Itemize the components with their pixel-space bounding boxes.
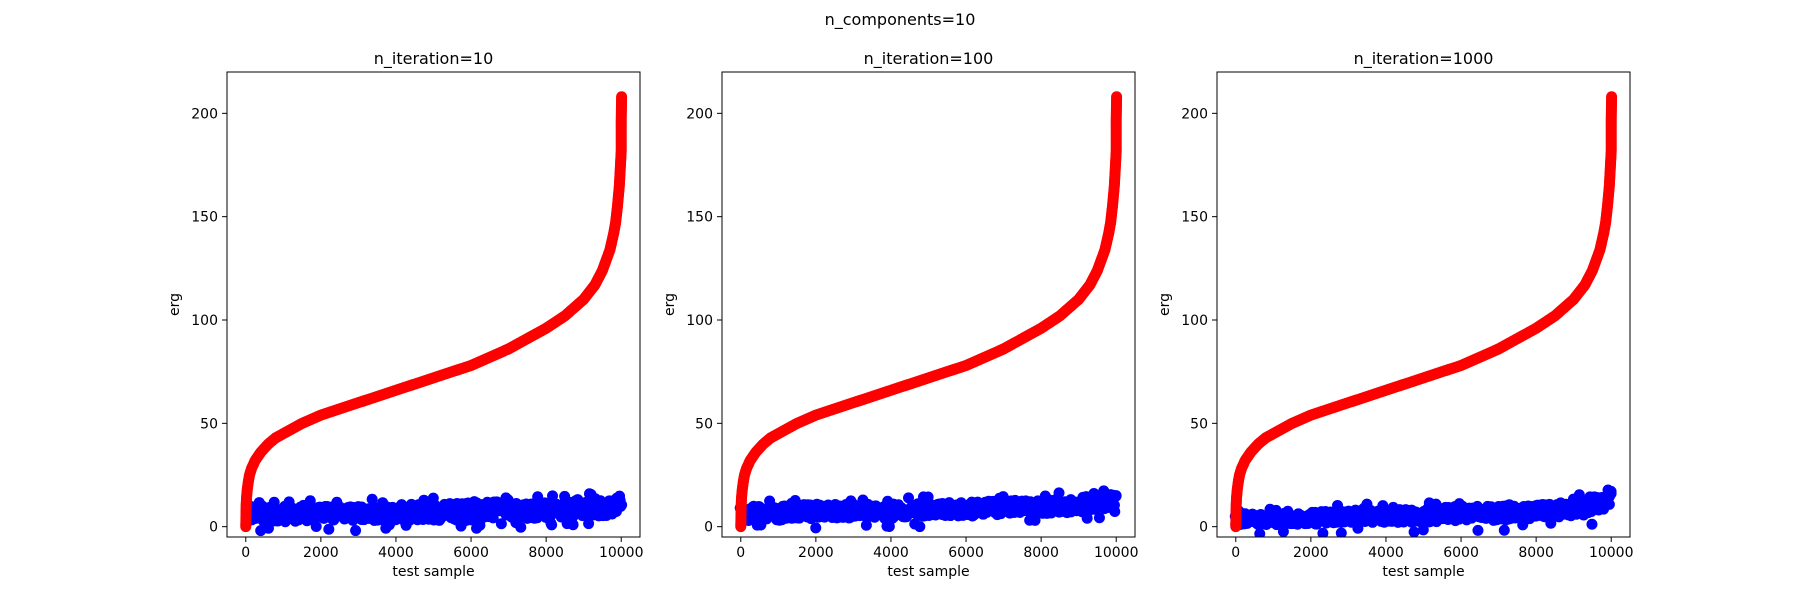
x-axis-label: test sample [392, 564, 474, 580]
data-point [1317, 527, 1329, 537]
x-tick-label: 4000 [378, 545, 414, 561]
series-blue-points [240, 488, 628, 537]
subplot-2: n_iteration=100 0 2000 4000 6000 8000 10000 0 50… [662, 49, 1139, 580]
x-tick-label: 2000 [798, 545, 834, 561]
data-point [567, 519, 579, 531]
x-tick-label: 0 [736, 545, 745, 561]
y-tick-label: 50 [695, 416, 713, 432]
series-red-points [1230, 91, 1618, 533]
data-layer [1229, 91, 1618, 537]
data-point [1545, 517, 1557, 529]
data-point [1606, 91, 1618, 103]
axes-frame [721, 71, 1136, 538]
y-axis-label: erg [1157, 293, 1173, 316]
data-point [1053, 487, 1065, 499]
x-tick-label: 0 [241, 545, 250, 561]
data-point [616, 91, 628, 103]
y-tick-label: 50 [200, 416, 218, 432]
subplot-title: n_iteration=1000 [1354, 49, 1494, 69]
subplot-3: n_iteration=1000 0 2000 4000 6000 8000 10000 0 5… [1157, 49, 1634, 580]
x-tick-label: 8000 [1518, 545, 1554, 561]
subplot-title: n_iteration=10 [374, 49, 494, 69]
data-point [1603, 498, 1615, 510]
x-tick-label: 10000 [1094, 545, 1139, 561]
x-axis-label: test sample [887, 564, 969, 580]
data-point [583, 518, 595, 530]
data-point [1498, 524, 1510, 536]
y-axis-label: erg [662, 293, 678, 316]
data-point [810, 522, 822, 534]
data-point [1586, 518, 1598, 530]
x-axis-label: test sample [1382, 564, 1464, 580]
y-tick-label: 100 [686, 313, 713, 329]
x-tick-label: 4000 [1368, 545, 1404, 561]
x-tick-label: 6000 [1443, 545, 1479, 561]
figure-suptitle: n_components=10 [824, 10, 976, 29]
x-tick-label: 2000 [1293, 545, 1329, 561]
data-point [546, 519, 558, 531]
y-tick-label: 150 [1181, 210, 1208, 226]
x-tick-label: 6000 [948, 545, 984, 561]
series-blue-points [734, 485, 1122, 534]
subplot-1: n_iteration=10 0 2000 4000 6000 8000 10000 0 50 1… [167, 49, 644, 580]
data-point [1109, 506, 1121, 518]
y-tick-label: 200 [191, 106, 218, 122]
data-point [1254, 528, 1266, 537]
data-point [1335, 527, 1347, 537]
y-tick-label: 150 [191, 210, 218, 226]
data-point [1472, 524, 1484, 536]
data-point [615, 500, 627, 512]
data-point [1110, 490, 1122, 502]
data-point [323, 523, 335, 535]
series-red-points [240, 91, 628, 533]
x-tick-label: 6000 [453, 545, 489, 561]
series-red-points [735, 91, 1123, 533]
data-point [1605, 488, 1617, 500]
data-point [914, 521, 926, 533]
data-layer [240, 91, 628, 537]
data-point [1111, 91, 1123, 103]
x-tick-label: 8000 [1023, 545, 1059, 561]
y-tick-label: 0 [704, 520, 713, 536]
axes-frame [226, 71, 641, 538]
data-point [860, 519, 872, 531]
x-tick-label: 8000 [528, 545, 564, 561]
axes-frame [1216, 71, 1631, 538]
y-tick-label: 100 [191, 313, 218, 329]
x-tick-label: 2000 [303, 545, 339, 561]
y-tick-label: 150 [686, 210, 713, 226]
data-point [1093, 512, 1105, 524]
y-tick-label: 0 [209, 520, 218, 536]
data-point [515, 521, 527, 533]
subplot-title: n_iteration=100 [864, 49, 994, 69]
data-point [1417, 524, 1429, 536]
x-tick-label: 0 [1231, 545, 1240, 561]
y-axis-label: erg [167, 293, 183, 316]
x-tick-label: 10000 [599, 545, 644, 561]
x-tick-label: 4000 [873, 545, 909, 561]
data-layer [734, 91, 1123, 534]
data-point [350, 525, 362, 537]
data-point [495, 518, 507, 530]
data-point [1408, 526, 1420, 537]
series-blue-points [1229, 484, 1617, 537]
y-tick-label: 200 [1181, 106, 1208, 122]
y-tick-label: 50 [1190, 416, 1208, 432]
data-point [310, 521, 322, 533]
x-tick-label: 10000 [1589, 545, 1634, 561]
data-point [1277, 526, 1289, 537]
y-tick-label: 200 [686, 106, 713, 122]
y-tick-label: 0 [1199, 520, 1208, 536]
y-tick-label: 100 [1181, 313, 1208, 329]
